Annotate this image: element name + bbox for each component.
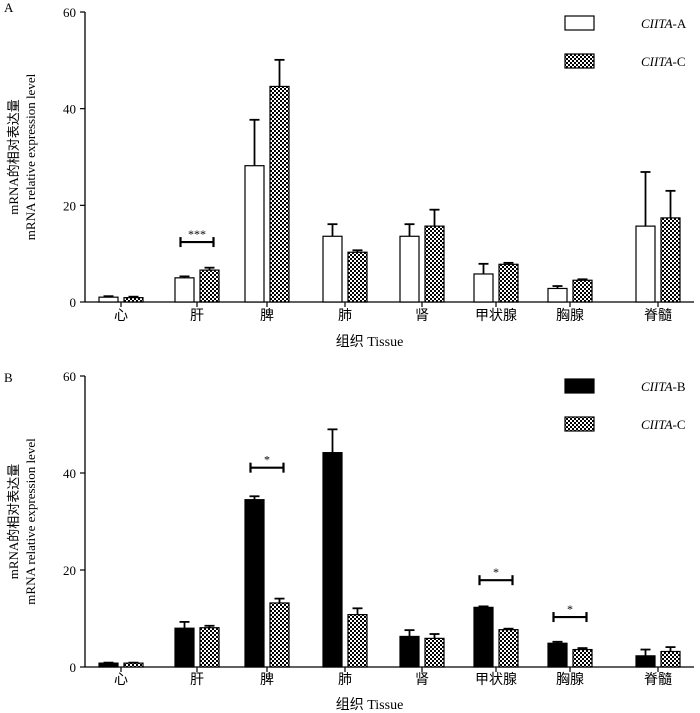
y-axis-label-en: mRNA relative expression level (23, 73, 38, 240)
significance-label: * (493, 565, 499, 579)
x-tick-label: 脊髓 (644, 308, 672, 324)
bar (399, 635, 420, 668)
bar (399, 235, 420, 303)
bar (424, 637, 445, 668)
bar (572, 279, 593, 303)
bar (660, 217, 681, 303)
x-tick-label: 心 (114, 672, 128, 688)
panel-b: B 0 20 40 60 mRNA的相对表达量 mRNA relative expressi… (4, 369, 694, 713)
bar (498, 629, 519, 668)
x-tick-label: 肾 (415, 308, 429, 324)
legend-label-gene: CIITA (641, 417, 673, 432)
y-tick-label: 60 (63, 5, 76, 20)
panel-a: A 0 20 40 60 mRNA的相对表达量 mRNA relative expressi… (4, 0, 694, 350)
bar (123, 662, 144, 668)
bar (98, 296, 119, 303)
panel-label: A (4, 0, 14, 15)
x-tick-label: 肝 (190, 672, 204, 688)
legend-swatch (564, 416, 595, 432)
legend-label: CIITA-A (641, 16, 687, 31)
bar (635, 225, 656, 303)
x-tick-label: 肾 (415, 672, 429, 688)
bar (635, 655, 656, 668)
y-tick-label: 0 (70, 295, 77, 310)
bar (174, 627, 195, 668)
significance-label: * (264, 453, 270, 467)
y-tick-label: 20 (63, 198, 76, 213)
bar (473, 273, 494, 303)
significance-label: *** (188, 227, 206, 241)
x-axis-label: 组织 Tissue (336, 697, 404, 713)
bar (424, 225, 445, 303)
bar (123, 297, 144, 303)
legend-label-gene: CIITA (641, 54, 673, 69)
bar (244, 499, 265, 668)
y-tick-label: 40 (63, 466, 76, 481)
legend-label-suffix: -C (673, 417, 686, 432)
x-tick-label: 脾 (260, 308, 274, 324)
legend-label-suffix: -B (673, 379, 686, 394)
x-tick-label: 甲状腺 (475, 672, 517, 688)
bar (269, 85, 290, 303)
y-axis-label-en: mRNA relative expression level (23, 438, 38, 605)
bar (347, 614, 368, 668)
bar (547, 642, 568, 668)
bar (660, 650, 681, 668)
x-axis-label: 组织 Tissue (336, 334, 404, 350)
x-tick-label: 脾 (260, 672, 274, 688)
bar (199, 269, 220, 303)
legend-label-suffix: -C (673, 54, 686, 69)
bar (98, 662, 119, 668)
x-tick-label: 肺 (338, 308, 352, 324)
legend-label-gene: CIITA (641, 16, 673, 31)
x-tick-label: 心 (114, 308, 128, 324)
bar (322, 235, 343, 303)
y-tick-label: 60 (63, 369, 76, 384)
legend-label: CIITA-B (641, 379, 686, 394)
legend-label: CIITA-C (641, 417, 686, 432)
y-axis-label-zh: mRNA的相对表达量 (6, 99, 21, 215)
legend-swatch (564, 53, 595, 69)
bar (322, 452, 343, 668)
panel-label: B (4, 370, 13, 385)
y-tick-label: 40 (63, 102, 76, 117)
significance-label: * (567, 602, 573, 616)
x-tick-label: 肺 (338, 672, 352, 688)
bar (199, 627, 220, 668)
bar (473, 606, 494, 668)
bar (174, 277, 195, 303)
x-tick-label: 甲状腺 (475, 308, 517, 324)
bar (498, 263, 519, 303)
legend-swatch (564, 378, 595, 394)
legend-label-gene: CIITA (641, 379, 673, 394)
y-axis-label-zh: mRNA的相对表达量 (6, 464, 21, 580)
x-tick-label: 胸腺 (556, 308, 584, 324)
bar (269, 602, 290, 668)
legend-label-suffix: -A (673, 16, 687, 31)
x-tick-label: 肝 (190, 308, 204, 324)
bar (244, 165, 265, 303)
legend-label: CIITA-C (641, 54, 686, 69)
y-tick-label: 0 (70, 660, 77, 675)
y-tick-label: 20 (63, 563, 76, 578)
x-tick-label: 脊髓 (644, 672, 672, 688)
bar (347, 251, 368, 303)
bar (547, 287, 568, 303)
legend-swatch (564, 15, 595, 31)
x-tick-label: 胸腺 (556, 672, 584, 688)
bar (572, 648, 593, 668)
